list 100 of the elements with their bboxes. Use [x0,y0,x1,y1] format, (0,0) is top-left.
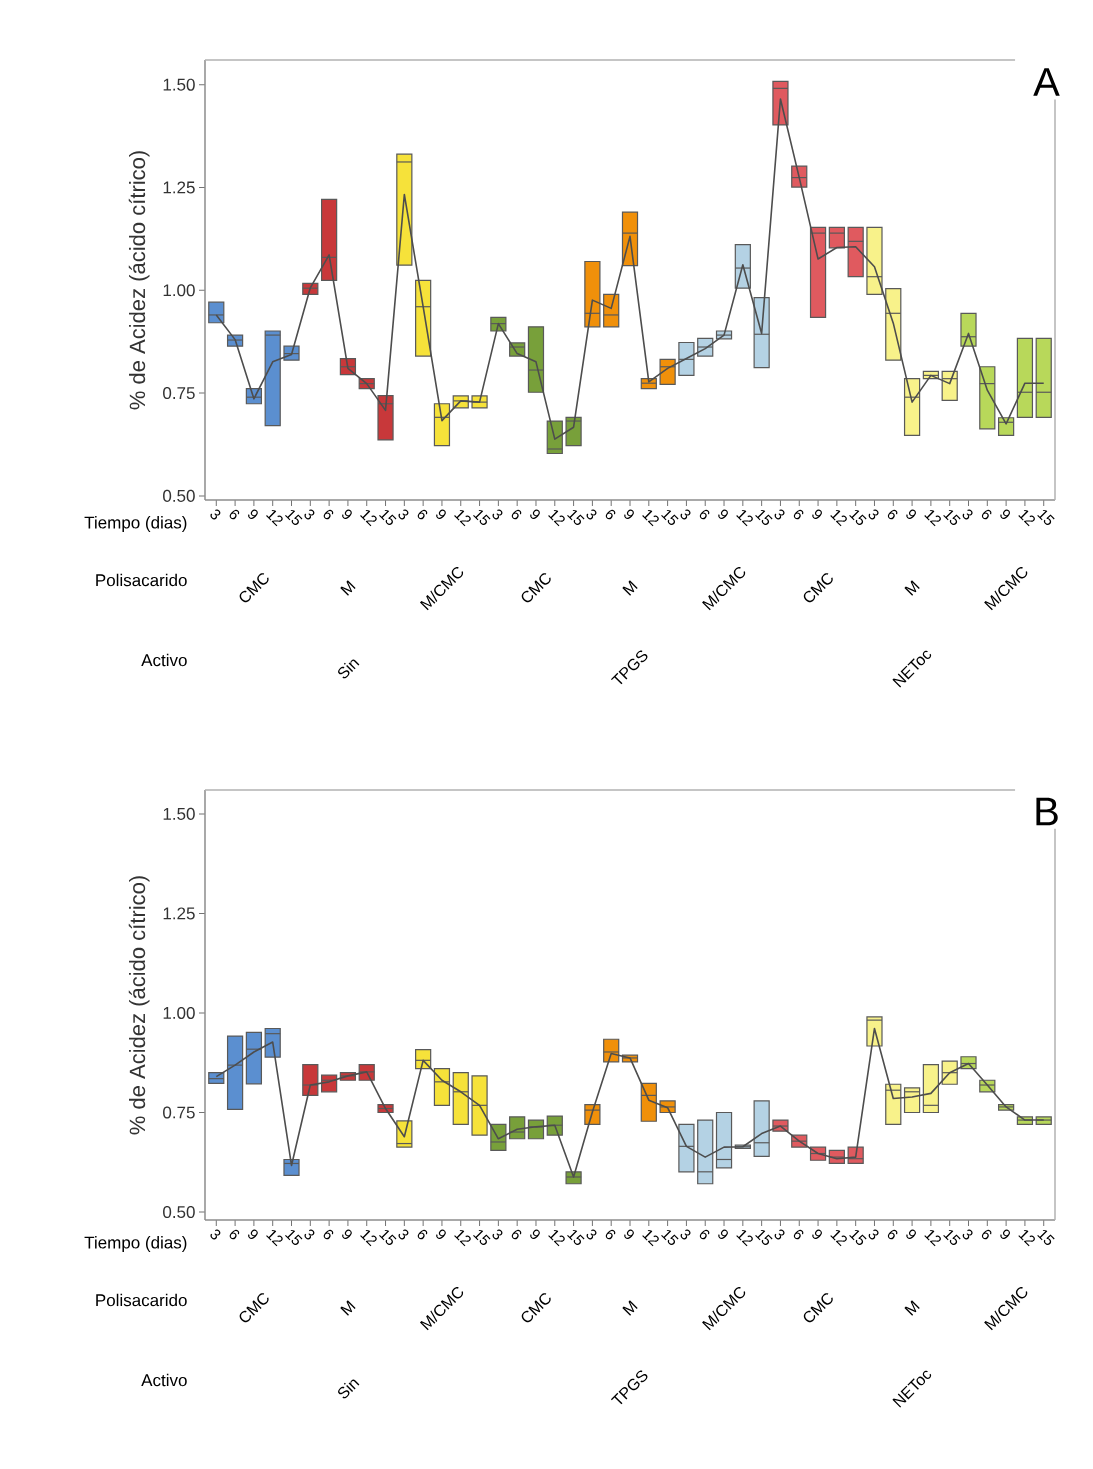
x-tick-label: 3 [398,509,409,520]
text: Sin [338,1379,360,1399]
x-tick-label: 6 [887,1229,898,1240]
y-tick-label: 0.50 [163,489,195,502]
x-tick-label: 3 [962,1229,973,1240]
y-axis-title: % de Acidez (ácido cítrico) [128,151,150,410]
x-tick-label: 9 [530,509,540,519]
y-axis-title: % de Acidez (ácido cítrico) [128,876,150,1135]
x-tick-label: 6 [511,509,522,520]
x-tick-label: 15 [473,509,491,526]
x-tick-label: 15 [1037,1229,1055,1246]
x-tick-label: 12 [548,509,565,527]
text: M [340,1300,356,1316]
text: M [340,580,356,596]
x-tick-label: 9 [530,1229,540,1239]
x-tick-label: 3 [586,1229,597,1240]
x-tick-label: 9 [812,1229,822,1239]
x-tick-label: 6 [605,1229,616,1240]
x-tick-label: 3 [586,509,597,520]
x-tick-label: 3 [774,1229,785,1240]
x-tick-label: 3 [210,509,221,520]
x-tick-label: 6 [981,1229,992,1240]
x-tick-label: 15 [943,509,961,526]
y-tick-label: 1.00 [163,284,195,297]
x-tick-label: 9 [436,1229,446,1239]
text: Activo [141,653,187,667]
x-tick-label: 12 [736,509,753,527]
x-tick-label: 9 [906,1229,916,1239]
x-tick-label: 9 [248,509,258,519]
x-tick-label: 6 [511,1229,522,1240]
x-tick-label: 3 [962,509,973,520]
x-tick-label: 12 [830,509,847,527]
y-tick-label: 0.50 [163,1206,195,1219]
x-tick-label: 3 [868,509,879,520]
x-tick-label: 3 [492,1229,503,1240]
text: M [904,580,920,596]
text: Polisacarido [96,1293,187,1307]
x-tick-label: 12 [1018,1230,1035,1247]
x-tick-label: 3 [492,509,503,520]
x-tick-label: 12 [454,1230,471,1247]
x-tick-label: 9 [342,509,352,519]
x-tick-label: 12 [736,1230,753,1247]
x-tick-label: 15 [943,1229,961,1246]
text: Activo [141,1373,187,1387]
x-tick-label: 9 [1000,1229,1011,1239]
x-tick-label: 12 [830,1230,847,1247]
x-tick-label: 3 [680,1229,691,1240]
text: M [622,1300,638,1316]
x-tick-label: 6 [699,509,710,520]
x-tick-label: 15 [285,1229,303,1246]
y-tick-label: 1.50 [163,807,195,820]
x-tick-label: 12 [360,509,377,527]
x-tick-label: 12 [548,1230,565,1247]
x-tick-label: 9 [1000,509,1011,519]
x-tick-label: 12 [924,509,941,527]
x-tick-label: 15 [755,1229,773,1246]
x-tick-label: 6 [699,1229,710,1240]
x-tick-label: 9 [624,509,634,519]
x-tick-label: 6 [323,509,334,520]
x-tick-label: 3 [774,509,785,520]
x-tick-label: 9 [436,509,446,519]
x-axis-title: Tiempo (dias) [84,516,187,532]
x-tick-label: 15 [661,1229,679,1246]
x-tick-label: 15 [567,509,585,526]
x-tick-label: 15 [849,509,867,526]
x-tick-label: 6 [793,1229,804,1240]
x-tick-label: 3 [398,1229,409,1240]
x-tick-label: 15 [755,509,773,526]
x-tick-label: 15 [379,1229,397,1246]
x-axis-title: Tiempo (dias) [84,1236,187,1252]
x-tick-label: 15 [1037,509,1055,526]
x-tick-label: 9 [248,1229,258,1239]
x-tick-label: 12 [266,1230,283,1247]
x-tick-label: 6 [417,1229,428,1240]
x-tick-label: 12 [1018,509,1035,527]
chart-title: A [1033,68,1060,96]
x-tick-label: 9 [718,509,728,519]
text: M [904,1300,920,1316]
x-tick-label: 15 [661,509,679,526]
x-tick-label: 6 [229,509,240,520]
x-tick-label: 12 [266,509,283,527]
x-tick-label: 12 [454,509,471,527]
x-tick-label: 15 [379,509,397,526]
x-tick-label: 6 [981,509,992,520]
x-tick-label: 6 [417,509,428,520]
y-tick-label: 1.25 [163,907,195,920]
x-tick-label: 15 [473,1229,491,1246]
x-tick-label: 12 [642,1230,659,1247]
x-tick-label: 12 [924,1230,941,1247]
text: Sin [338,659,360,679]
chart-title: B [1036,797,1058,826]
x-tick-label: 6 [229,1229,240,1240]
x-tick-label: 6 [887,509,898,520]
x-tick-label: 6 [605,509,616,520]
x-tick-label: 9 [624,1229,634,1239]
x-tick-label: 6 [793,509,804,520]
x-tick-label: 15 [285,509,303,526]
x-tick-label: 9 [342,1229,352,1239]
text: Polisacarido [96,573,187,587]
x-tick-label: 3 [210,1229,221,1240]
